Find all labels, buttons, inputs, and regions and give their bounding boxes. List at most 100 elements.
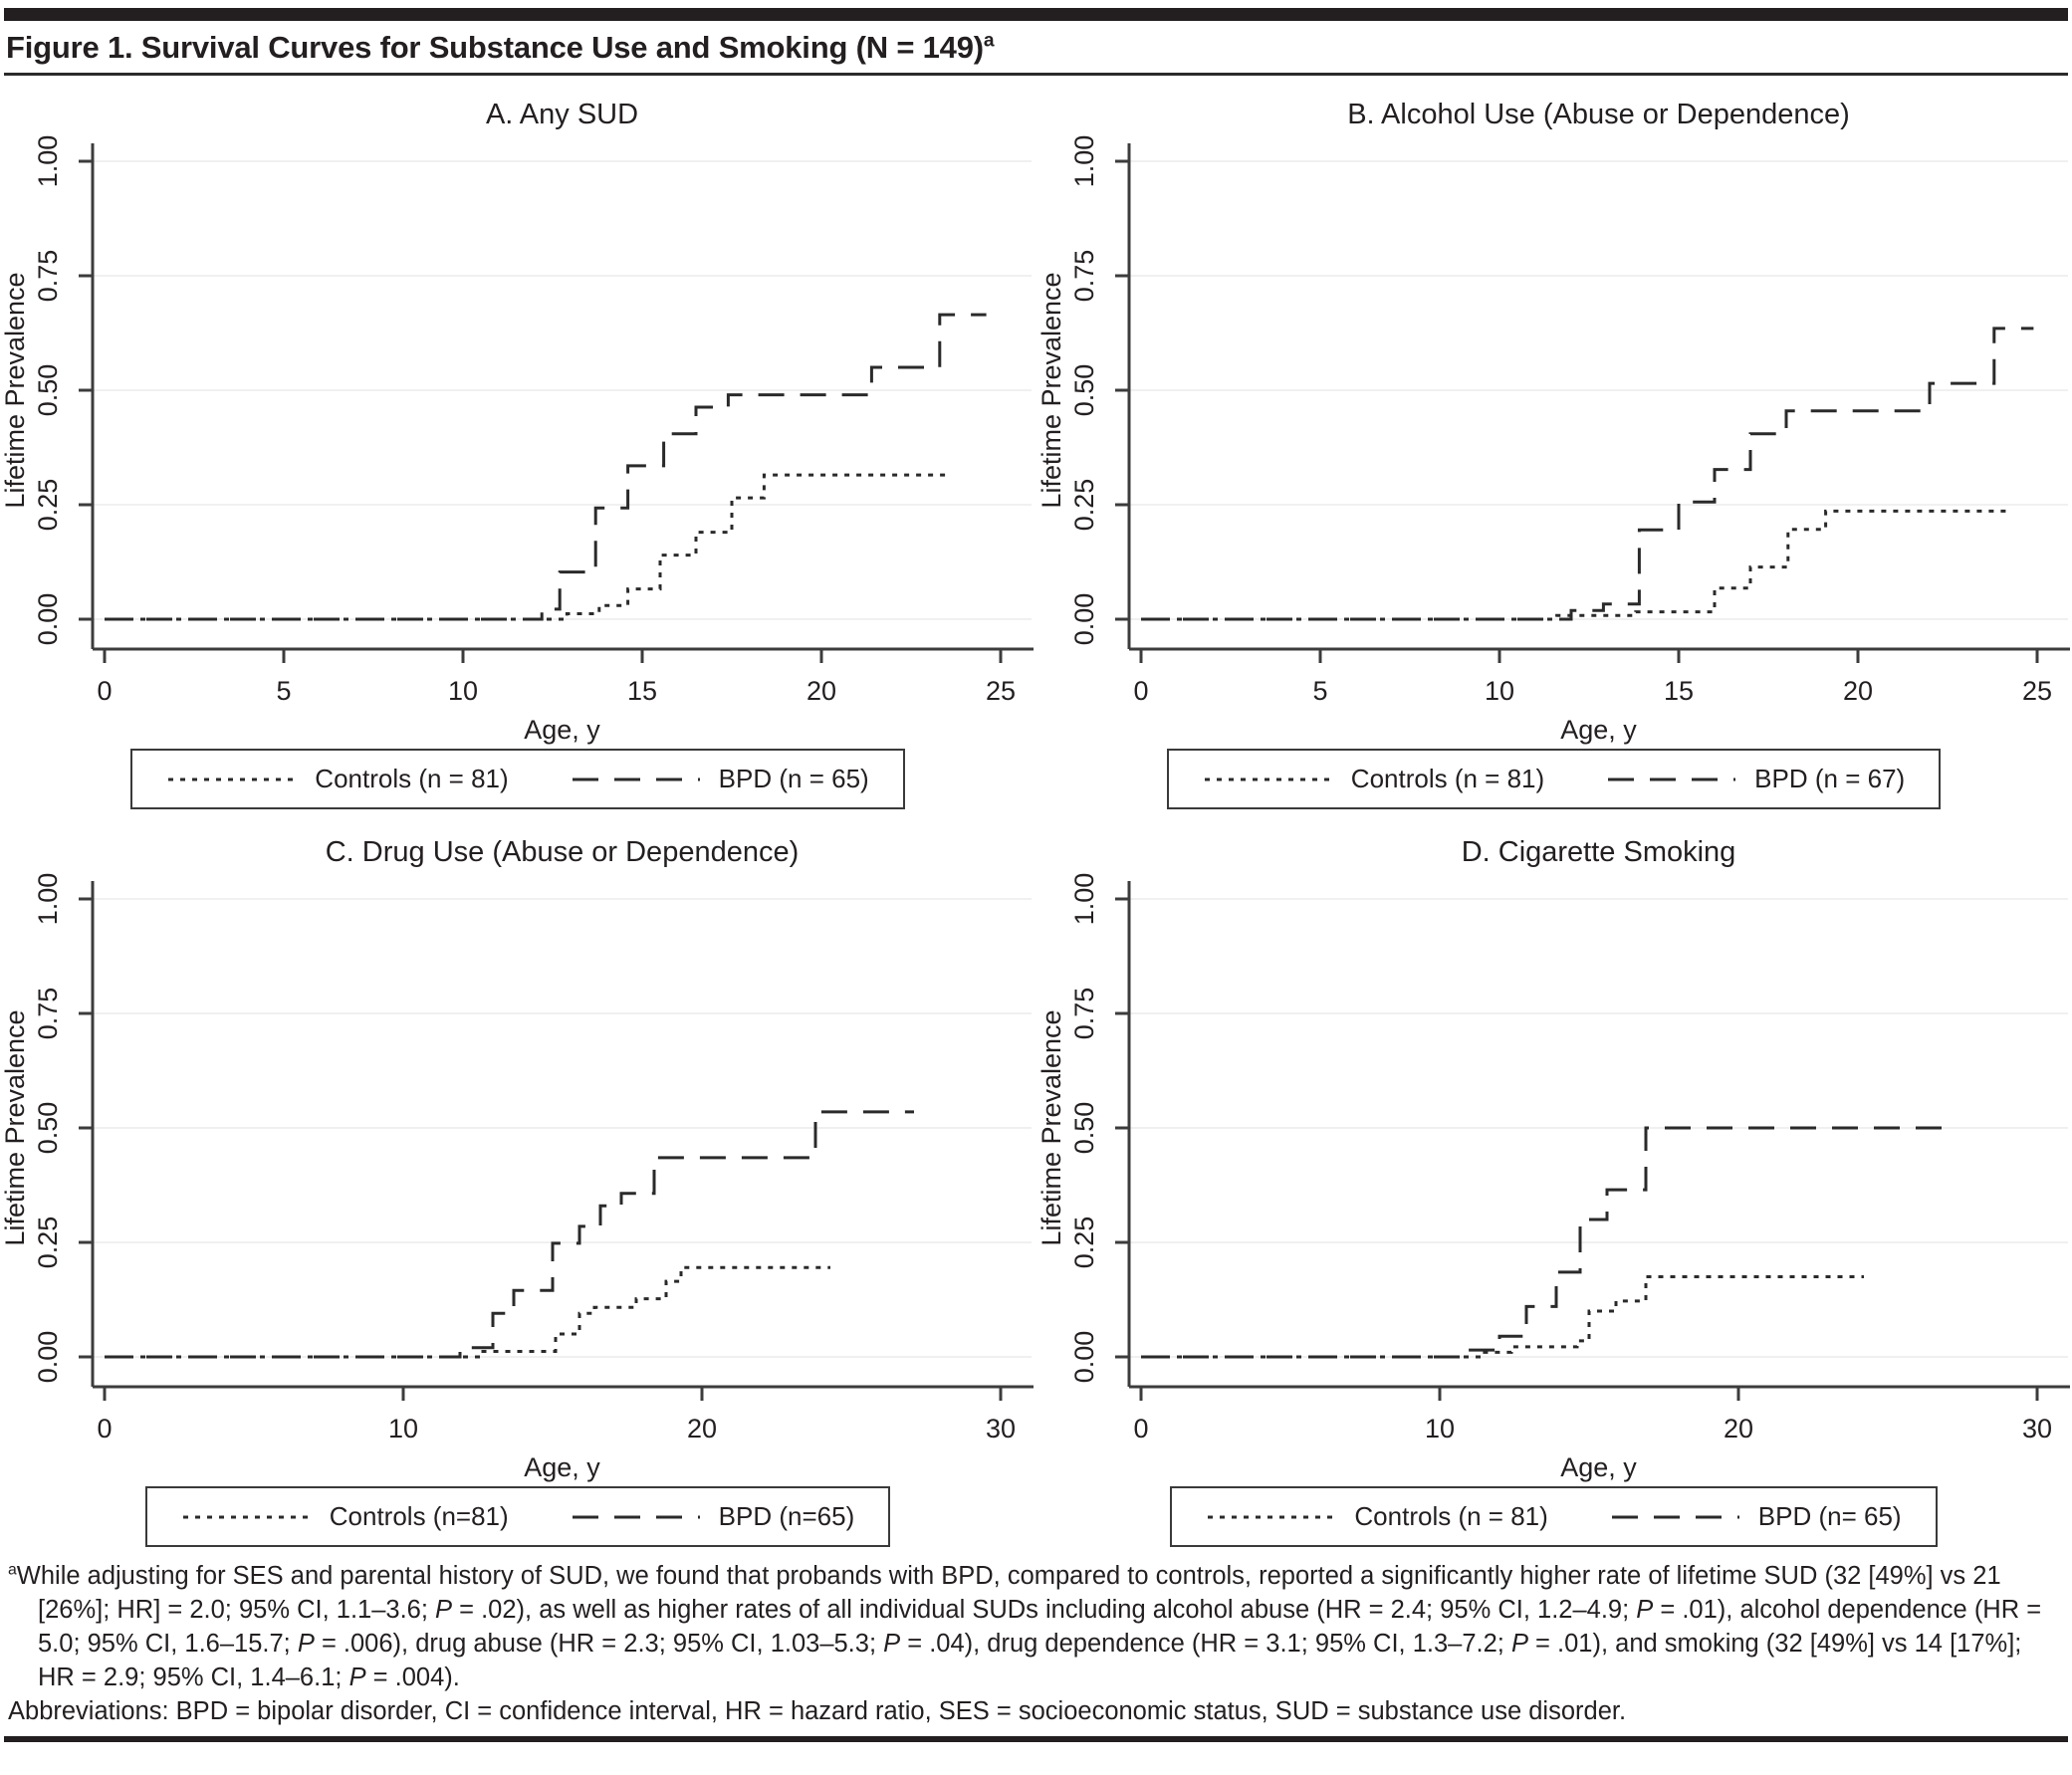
y-axis-label: Lifetime Prevalence: [1036, 272, 1066, 508]
y-tick-label: 0.75: [33, 250, 63, 303]
y-tick-label: 1.00: [33, 135, 63, 188]
panel-c-legend: Controls (n=81) BPD (n=65): [144, 1486, 891, 1547]
x-tick-label: 10: [1424, 1414, 1454, 1443]
abbreviations-text: Abbreviations: BPD = bipolar disorder, C…: [8, 1697, 1627, 1725]
legend-label: Controls (n = 81): [1350, 764, 1545, 793]
x-axis-label: Age, y: [524, 1452, 600, 1482]
controls-curve: [105, 1265, 830, 1359]
bottom-rule: [4, 1736, 2068, 1742]
x-tick-label: 20: [1723, 1414, 1752, 1443]
x-tick-label: 10: [448, 676, 478, 706]
panel-d-legend: Controls (n = 81) BPD (n= 65): [1170, 1486, 1938, 1547]
y-tick-label: 1.00: [33, 873, 63, 926]
controls-curve: [1140, 1275, 1864, 1359]
panel-a-title: A. Any SUD: [486, 99, 638, 130]
panels-grid: 0.00 0.25 0.50 0.75 1.00 0 5 10 15 20 25 A. Any SUD…: [0, 88, 2072, 1547]
panel-c-plot: 0.00 0.25 0.50 0.75 1.00 0 10 20 30 C. Drug Use (…: [0, 836, 1034, 1482]
panel-c: 0.00 0.25 0.50 0.75 1.00 0 10 20 30 C. Drug Use (…: [0, 825, 1036, 1547]
panel-d-title: D. Cigarette Smoking: [1461, 836, 1735, 868]
panel-d: 0.00 0.25 0.50 0.75 1.00 0 10 20 30 D. Cigarette …: [1036, 825, 2072, 1547]
x-tick-label: 20: [1842, 676, 1872, 706]
y-tick-label: 0.50: [1069, 364, 1099, 417]
y-tick-label: 0.25: [33, 479, 63, 532]
panel-b-title: B. Alcohol Use (Abuse or Dependence): [1347, 99, 1850, 130]
title-rule: [4, 73, 2068, 76]
x-tick-label: 15: [1663, 676, 1693, 706]
legend-label: Controls (n = 81): [1354, 1501, 1548, 1531]
x-tick-label: 0: [97, 676, 112, 706]
footnote-text: aWhile adjusting for SES and parental hi…: [8, 1561, 2042, 1691]
x-tick-label: 20: [687, 1414, 717, 1443]
bpd-line-sample: [572, 1515, 700, 1518]
x-tick-label: 0: [1133, 676, 1148, 706]
y-tick-label: 0.50: [1069, 1102, 1099, 1155]
legend-item-bpd: BPD (n= 65): [1610, 1501, 1902, 1532]
controls-line-sample: [182, 1515, 311, 1518]
legend-label: BPD (n=65): [718, 1501, 855, 1531]
legend-label: Controls (n = 81): [315, 764, 509, 793]
x-tick-label: 25: [2021, 676, 2051, 706]
legend-label: Controls (n=81): [329, 1501, 509, 1531]
x-axis-label: Age, y: [1560, 1452, 1637, 1482]
controls-curve: [105, 473, 951, 621]
y-tick-label: 0.00: [1069, 1331, 1099, 1384]
legend-item-bpd: BPD (n = 67): [1606, 764, 1905, 794]
legend-item-controls: Controls (n = 81): [1203, 764, 1544, 794]
y-axis-label: Lifetime Prevalence: [0, 1009, 30, 1245]
x-tick-label: 30: [2021, 1414, 2051, 1443]
x-axis-label: Age, y: [1560, 715, 1637, 745]
panel-a-legend: Controls (n = 81) BPD (n = 65): [130, 749, 905, 809]
x-tick-label: 10: [388, 1414, 418, 1443]
bpd-curve: [1140, 327, 2033, 621]
bpd-line-sample: [1608, 777, 1736, 780]
panel-c-title: C. Drug Use (Abuse or Dependence): [326, 836, 800, 868]
legend-label: BPD (n= 65): [1757, 1501, 1902, 1531]
legend-label: BPD (n = 67): [1754, 764, 1906, 793]
x-axis-label: Age, y: [524, 715, 600, 745]
y-tick-label: 0.25: [1069, 479, 1099, 532]
figure-title-footnote-marker: a: [983, 30, 995, 52]
y-tick-label: 0.00: [33, 1331, 63, 1384]
bpd-line-sample: [1611, 1515, 1739, 1518]
legend-label: BPD (n = 65): [718, 764, 869, 793]
y-axis-label: Lifetime Prevalence: [0, 272, 30, 508]
figure-title: Figure 1. Survival Curves for Substance …: [6, 30, 2066, 66]
y-tick-label: 0.75: [1069, 250, 1099, 303]
legend-item-controls: Controls (n=81): [181, 1501, 509, 1532]
bpd-curve: [1140, 1126, 1954, 1359]
panel-b: 0.00 0.25 0.50 0.75 1.00 0 5 10 15 20 25 B. Alcohol…: [1036, 88, 2072, 809]
footnote: aWhile adjusting for SES and parental hi…: [8, 1559, 2062, 1728]
legend-item-controls: Controls (n = 81): [166, 764, 509, 794]
y-tick-label: 1.00: [1069, 135, 1099, 188]
x-tick-label: 5: [1312, 676, 1327, 706]
panel-b-legend: Controls (n = 81) BPD (n = 67): [1166, 749, 1942, 809]
x-tick-label: 0: [97, 1414, 112, 1443]
y-tick-label: 0.75: [1069, 988, 1099, 1040]
y-axis-label: Lifetime Prevalence: [1036, 1009, 1066, 1245]
x-tick-label: 10: [1484, 676, 1513, 706]
figure-title-text: Figure 1. Survival Curves for Substance …: [6, 30, 984, 65]
bpd-curve: [105, 1110, 914, 1359]
y-tick-label: 0.00: [33, 593, 63, 646]
legend-item-bpd: BPD (n=65): [571, 1501, 855, 1532]
y-tick-label: 0.75: [33, 988, 63, 1040]
controls-curve: [1140, 509, 2012, 621]
y-tick-label: 0.25: [33, 1217, 63, 1269]
x-tick-label: 5: [276, 676, 291, 706]
legend-item-controls: Controls (n = 81): [1206, 1501, 1548, 1532]
legend-item-bpd: BPD (n = 65): [571, 764, 869, 794]
y-tick-label: 0.25: [1069, 1217, 1099, 1269]
panel-d-plot: 0.00 0.25 0.50 0.75 1.00 0 10 20 30 D. Cigarette …: [1036, 836, 2070, 1482]
y-tick-label: 0.00: [1069, 593, 1099, 646]
x-tick-label: 0: [1133, 1414, 1148, 1443]
x-tick-label: 20: [806, 676, 836, 706]
panel-a-plot: 0.00 0.25 0.50 0.75 1.00 0 5 10 15 20 25 A. Any SUD…: [0, 99, 1034, 745]
y-tick-label: 0.50: [33, 364, 63, 417]
controls-line-sample: [1208, 1515, 1336, 1518]
panel-b-plot: 0.00 0.25 0.50 0.75 1.00 0 5 10 15 20 25 B. Alcohol…: [1036, 99, 2070, 745]
bpd-line-sample: [572, 777, 700, 780]
x-tick-label: 30: [986, 1414, 1016, 1443]
y-tick-label: 0.50: [33, 1102, 63, 1155]
y-tick-label: 1.00: [1069, 873, 1099, 926]
